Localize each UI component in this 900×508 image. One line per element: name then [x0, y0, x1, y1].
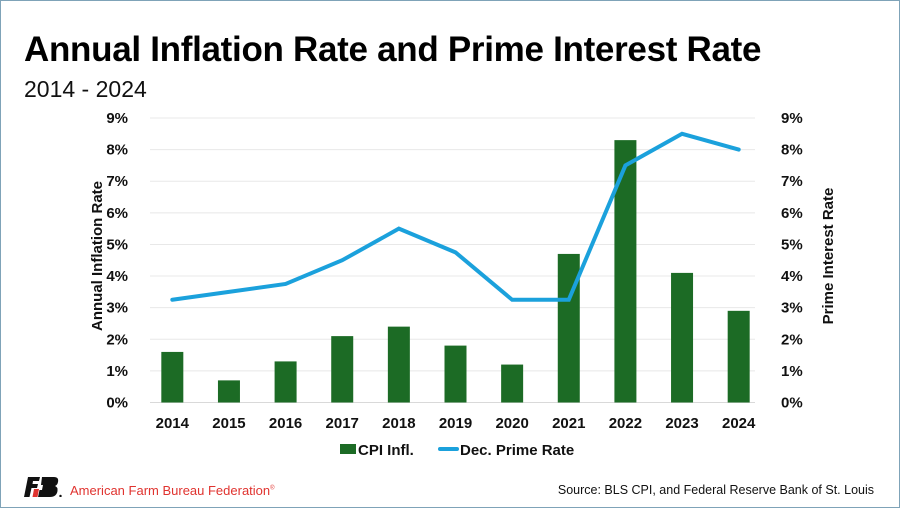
y-tick-label: 4%: [106, 268, 128, 285]
x-tick-label: 2014: [156, 415, 190, 432]
x-tick-label: 2024: [722, 415, 756, 432]
y-axis-right: 0% 1% 2% 3% 4% 5% 6% 7% 8% 9%: [781, 110, 803, 412]
x-tick-label: 2022: [609, 415, 642, 432]
source-note: Source: BLS CPI, and Federal Reserve Ban…: [557, 483, 874, 497]
y-tick-label: 7%: [106, 173, 128, 190]
bar: [671, 272, 694, 403]
y-tick-label: 6%: [106, 205, 128, 222]
legend-label-prime: Dec. Prime Rate: [460, 442, 574, 459]
y-axis-left: 0% 1% 2% 3% 4% 5% 6% 7% 8% 9%: [106, 110, 128, 412]
y2-tick-label: 7%: [781, 173, 803, 190]
y-tick-label: 1%: [106, 363, 128, 380]
registered-mark: ®: [270, 485, 275, 492]
y-tick-label: 3%: [106, 300, 128, 317]
line-series: [170, 131, 741, 302]
bar: [727, 310, 750, 403]
y-tick-label: 5%: [106, 236, 128, 253]
y2-tick-label: 8%: [781, 142, 803, 159]
x-tick-label: 2021: [552, 415, 585, 432]
y2-tick-label: 9%: [781, 110, 803, 127]
gridlines: [150, 117, 755, 403]
bar: [557, 253, 580, 403]
y2-tick-label: 4%: [781, 268, 803, 285]
legend-swatch-cpi: [340, 444, 356, 454]
y-axis-title: Annual Inflation Rate: [89, 181, 106, 331]
bar: [331, 336, 354, 403]
x-tick-label: 2018: [382, 415, 415, 432]
bar: [161, 351, 184, 403]
bar: [217, 380, 240, 403]
bar: [444, 345, 467, 403]
y2-tick-label: 5%: [781, 236, 803, 253]
x-tick-label: 2017: [326, 415, 359, 432]
y-tick-label: 0%: [106, 395, 128, 412]
x-tick-label: 2020: [495, 415, 528, 432]
y-tick-label: 8%: [106, 142, 128, 159]
y2-tick-label: 0%: [781, 395, 803, 412]
y2-tick-label: 6%: [781, 205, 803, 222]
bar: [387, 326, 410, 403]
bar: [501, 364, 524, 403]
chart-subtitle: 2014 - 2024: [24, 76, 147, 102]
prime-rate-line: [170, 131, 741, 302]
x-tick-label: 2015: [212, 415, 245, 432]
brand-text: American Farm Bureau Federation: [70, 483, 271, 498]
y2-tick-label: 3%: [781, 300, 803, 317]
y2-axis-title: Prime Interest Rate: [820, 188, 837, 325]
x-tick-label: 2019: [439, 415, 472, 432]
brand-name: American Farm Bureau Federation®: [70, 483, 275, 498]
y-tick-label: 2%: [106, 331, 128, 348]
y2-tick-label: 1%: [781, 363, 803, 380]
y2-tick-label: 2%: [781, 331, 803, 348]
bar: [274, 361, 297, 403]
y-tick-label: 9%: [106, 110, 128, 127]
x-axis: 2014 2015 2016 2017 2018 2019 2020 2021 2022 2023…: [156, 415, 756, 432]
chart-title: Annual Inflation Rate and Prime Interest…: [24, 30, 762, 69]
afbf-logo-icon: [24, 477, 62, 497]
legend-label-cpi: CPI Infl.: [358, 442, 414, 459]
bar: [614, 140, 637, 403]
legend: CPI Infl. Dec. Prime Rate: [340, 442, 574, 459]
bar-series: [161, 140, 750, 403]
x-tick-label: 2023: [665, 415, 698, 432]
x-tick-label: 2016: [269, 415, 302, 432]
